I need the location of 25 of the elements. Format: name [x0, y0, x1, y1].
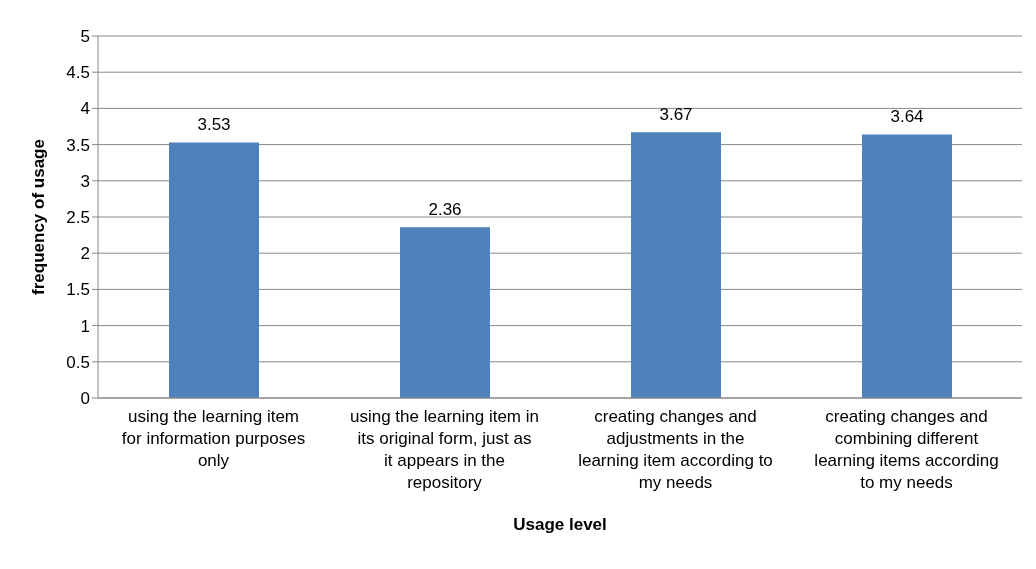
y-tick-label: 3.5	[66, 135, 90, 155]
x-axis-title: Usage level	[513, 515, 607, 534]
y-tick-label: 1	[80, 316, 90, 336]
x-tick-label: using the learning item in its original form, just as it appears in the repository	[349, 407, 540, 492]
bar	[631, 132, 721, 398]
data-label: 3.64	[890, 107, 924, 127]
x-tick-label: creating changes and adjustments in the learning item according to my needs	[578, 407, 773, 492]
x-tick-label: using the learning item for information purposes only	[121, 407, 306, 470]
y-tick-label: 4	[80, 99, 90, 119]
data-label: 3.67	[659, 105, 693, 125]
y-tick-label: 4.5	[66, 63, 90, 83]
y-tick-label: 1.5	[66, 280, 90, 300]
y-tick-label: 5	[80, 27, 90, 47]
y-tick-label: 2	[80, 244, 90, 264]
data-label: 3.53	[197, 115, 231, 135]
bar	[400, 227, 490, 398]
y-axis-title: frequency of usage	[29, 139, 49, 295]
y-tick-label: 0	[80, 389, 90, 409]
bar	[862, 134, 952, 398]
y-tick-label: 0.5	[66, 352, 90, 372]
y-tick-label: 3	[80, 171, 90, 191]
x-tick-label: creating changes and combining different learning items according to my needs	[814, 407, 999, 492]
bar	[169, 142, 259, 398]
y-tick-label: 2.5	[66, 208, 90, 228]
data-label: 2.36	[428, 200, 462, 220]
